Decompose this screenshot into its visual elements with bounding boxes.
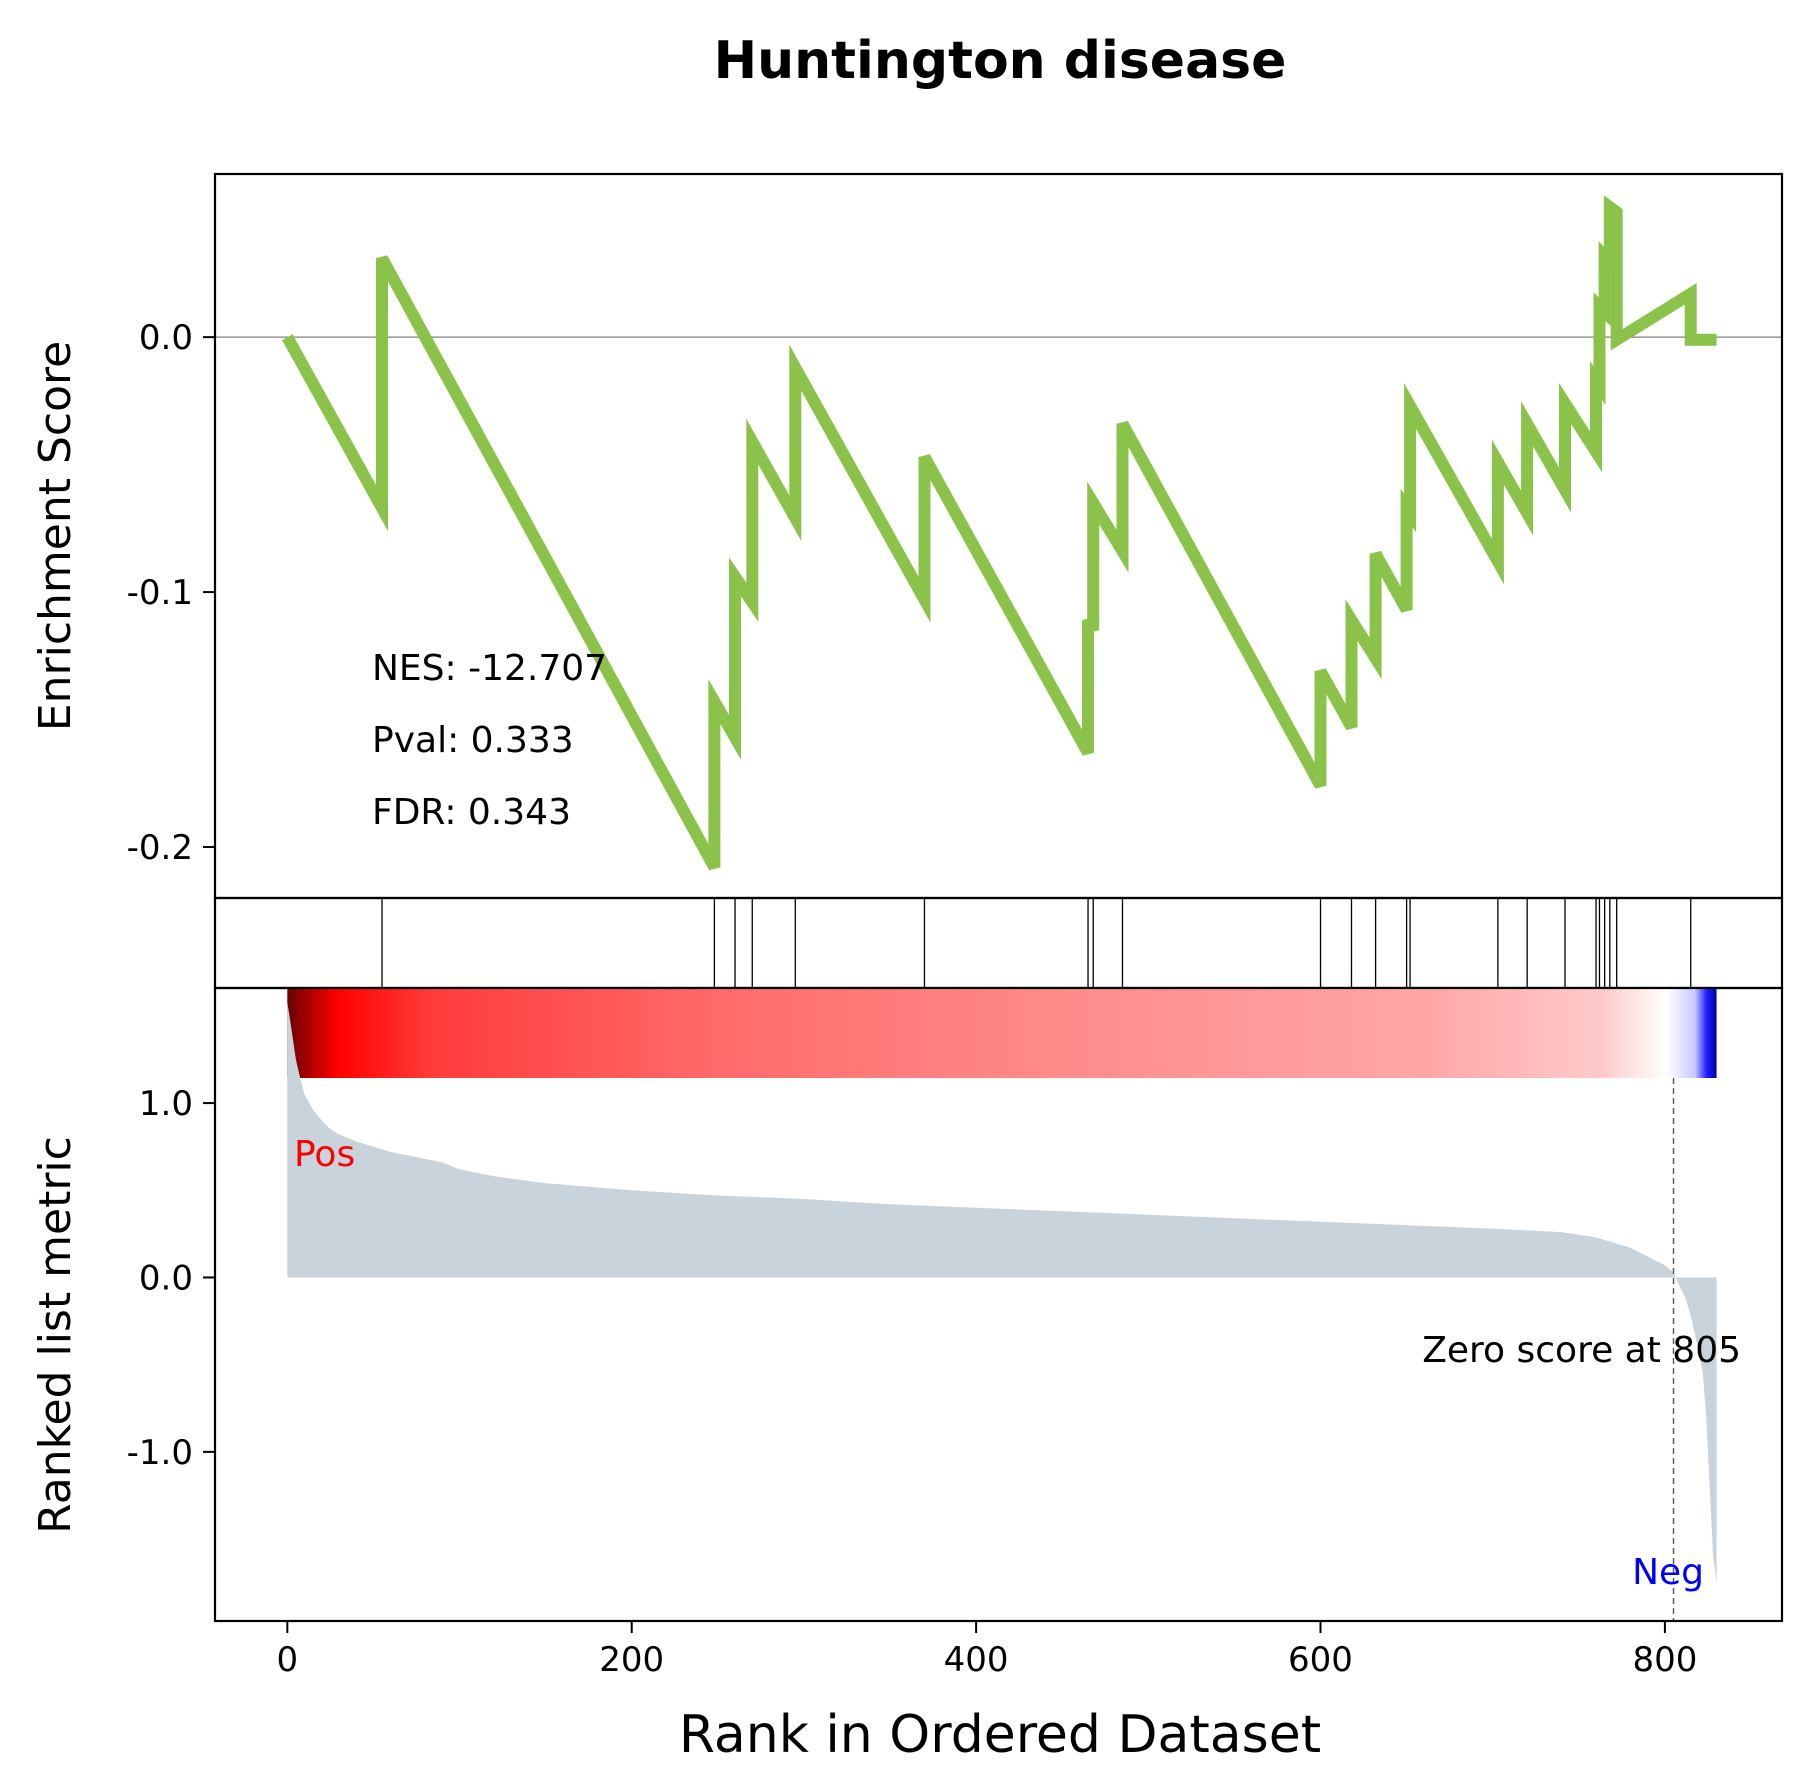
x-tick-label: 0 [277, 1640, 299, 1680]
enrichment-score-panel: 0.0 -0.1 -0.2 NES: -12.707 Pval: 0.333 FDR… [30, 172, 1784, 900]
gene-hit-lines [381, 898, 1692, 988]
rank-y-tick-label: 1.0 [139, 1084, 193, 1124]
x-axis-label: Rank in Ordered Dataset [679, 1705, 1321, 1765]
es-y-tick-label: -0.2 [127, 828, 193, 868]
chart-title: Huntington disease [714, 31, 1287, 91]
x-tick-label: 800 [1632, 1640, 1697, 1680]
es-y-ticks: 0.0 -0.1 -0.2 [127, 318, 215, 868]
pval-label: Pval: 0.333 [372, 720, 574, 761]
es-y-tick-label: -0.1 [127, 573, 193, 613]
rank-y-tick-label: 0.0 [139, 1258, 193, 1298]
zero-score-label: Zero score at 805 [1422, 1330, 1741, 1371]
hits-panel-frame [213, 896, 1784, 990]
pos-label: Pos [294, 1134, 355, 1175]
x-tick-label: 600 [1288, 1640, 1353, 1680]
gene-hits-panel [213, 896, 1784, 990]
x-tick-label: 400 [944, 1640, 1009, 1680]
ranked-metric-area [287, 1002, 1717, 1583]
rank-panel-frame [213, 986, 1784, 1623]
rank-y-tick-label: -1.0 [127, 1433, 193, 1473]
neg-label: Neg [1632, 1552, 1704, 1593]
enrichment-score-line [282, 195, 1717, 871]
x-tick-label: 200 [599, 1640, 664, 1680]
es-panel-frame [213, 172, 1784, 900]
ranked-metric-panel: 1.0 0.0 -1.0 Zero score at 805 Pos Neg Ran… [30, 986, 1784, 1623]
x-axis-ticks: 0 200 400 600 800 [277, 1621, 1697, 1680]
es-y-axis-label: Enrichment Score [30, 341, 81, 731]
nes-label: NES: -12.707 [372, 648, 607, 689]
rank-y-axis-label: Ranked list metric [30, 1136, 81, 1534]
rank-heatmap-bar [287, 988, 1717, 1078]
fdr-label: FDR: 0.343 [372, 792, 571, 833]
es-y-tick-label: 0.0 [139, 318, 193, 358]
rank-y-ticks: 1.0 0.0 -1.0 [127, 1084, 215, 1473]
